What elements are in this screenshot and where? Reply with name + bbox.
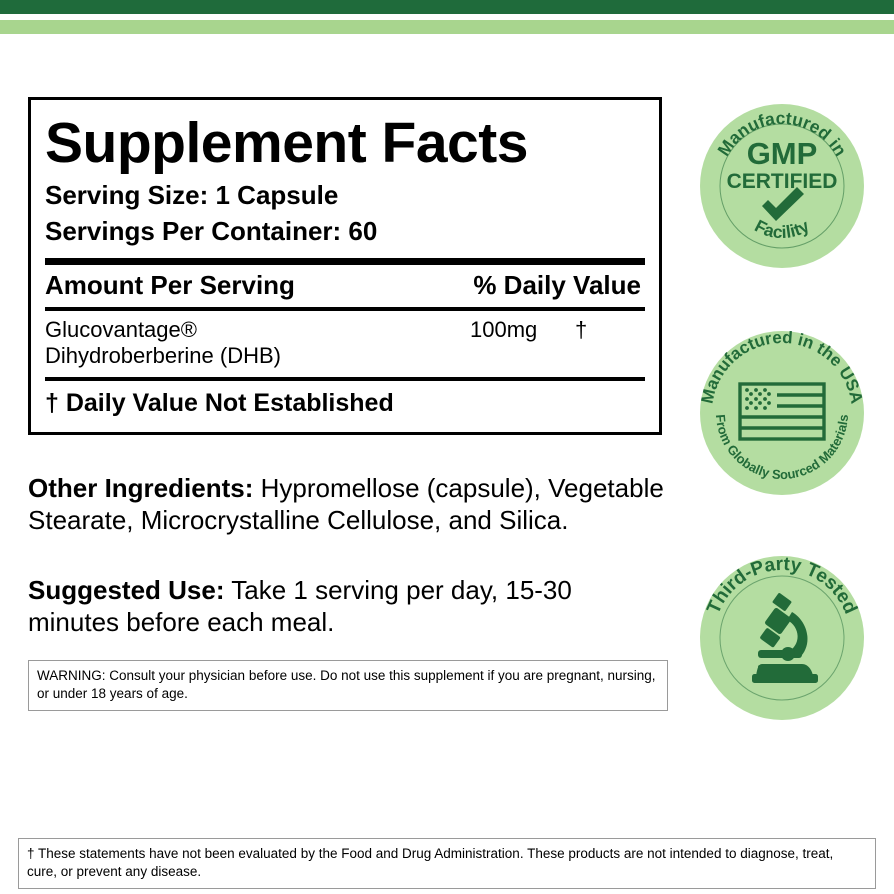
daily-value-footnote: † Daily Value Not Established <box>45 388 394 417</box>
badge-center-line2: CERTIFIED <box>727 170 838 193</box>
ingredient-name-line1: Glucovantage® <box>45 316 197 342</box>
warning-box: WARNING: Consult your physician before u… <box>28 660 668 711</box>
top-bar-light <box>0 20 894 34</box>
other-ingredients-block: Other Ingredients: Hypromellose (capsule… <box>28 472 668 536</box>
badge-background <box>700 556 864 720</box>
column-header-daily-value: % Daily Value <box>473 269 641 300</box>
badge-gmp-certified: Manufactured in GMP CERTIFIED Facility <box>696 100 868 272</box>
badge-third-party-tested: Third-Party Tested <box>696 552 868 724</box>
supplement-facts-panel: Supplement Facts Serving Size: 1 Capsule… <box>28 97 662 435</box>
table-header-row: Amount Per Serving % Daily Value <box>45 265 645 307</box>
serving-size: Serving Size: 1 Capsule <box>45 180 339 211</box>
badge-made-in-usa: Manufactured in the USA From Globally So… <box>696 327 868 499</box>
other-ingredients-text: Hypromellose (capsule), Vegetable Steara… <box>28 473 664 536</box>
rule-above-footnote <box>45 376 645 381</box>
servings-per-container: Servings Per Container: 60 <box>45 216 378 246</box>
rule-below-header <box>45 306 645 311</box>
rule-above-header <box>45 257 645 265</box>
check-icon <box>762 187 804 221</box>
ingredient-daily-value: † <box>575 316 588 342</box>
table-row: Glucovantage® Dihydroberberine (DHB) 100… <box>45 311 645 377</box>
ingredient-name: Glucovantage® Dihydroberberine (DHB) <box>45 317 470 370</box>
badge-inner-ring <box>719 123 845 249</box>
top-bar-dark <box>0 0 894 14</box>
suggested-use-text: Take 1 serving per day, 15-30 minutes be… <box>28 575 572 638</box>
ingredient-amount: 100mg <box>470 316 538 342</box>
ingredient-name-line2: Dihydroberberine (DHB) <box>45 343 281 369</box>
badge-background <box>700 104 864 268</box>
badge-inner-ring <box>719 575 845 701</box>
suggested-use-block: Suggested Use: Take 1 serving per day, 1… <box>28 574 668 638</box>
suggested-use-label: Suggested Use: <box>28 575 225 605</box>
column-header-amount: Amount Per Serving <box>45 269 295 300</box>
supplement-facts-title: Supplement Facts <box>45 111 528 175</box>
usa-flag-icon <box>738 382 826 441</box>
badge-background <box>700 331 864 495</box>
badge-center-line1: GMP <box>747 136 818 171</box>
fda-disclaimer-box: † These statements have not been evaluat… <box>18 838 876 890</box>
microscope-icon <box>752 593 818 683</box>
other-ingredients-label: Other Ingredients: <box>28 473 254 503</box>
